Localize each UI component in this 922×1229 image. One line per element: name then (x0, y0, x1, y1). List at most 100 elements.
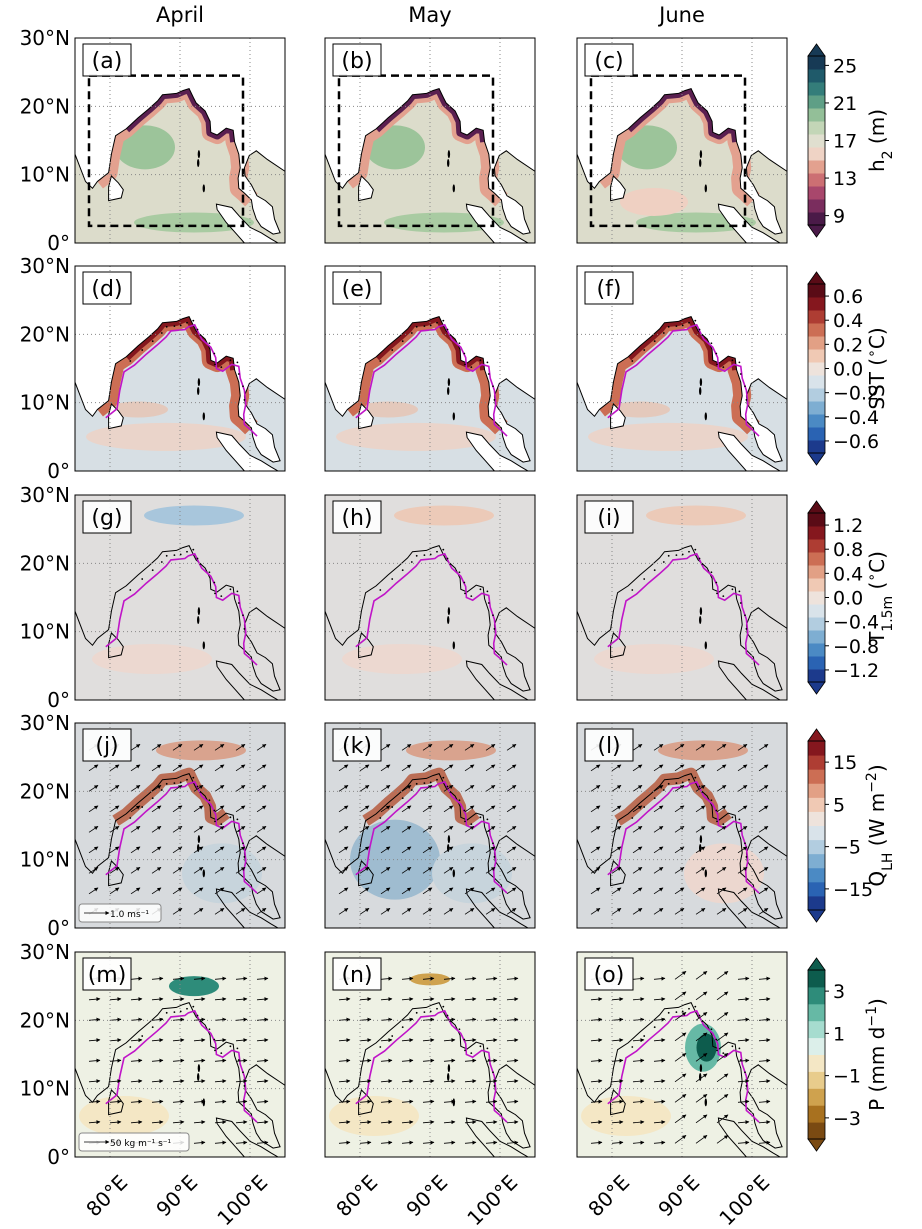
wind-vector (695, 867, 706, 874)
field-patch (86, 422, 246, 451)
stipple (214, 820, 216, 823)
island (197, 159, 200, 168)
wind-vector (130, 785, 141, 792)
stipple (213, 352, 216, 355)
wind-vector (716, 908, 727, 915)
wind-vector (464, 867, 475, 874)
wind-vector (443, 867, 454, 874)
lat-tick-label: 30°N (20, 711, 70, 735)
colorbar-label: QLH (W m−2) (864, 764, 896, 886)
stipple (208, 799, 211, 802)
wind-vector (653, 976, 666, 981)
wind-vector (464, 1079, 477, 1084)
wind-vector (214, 1099, 227, 1104)
wind-vector (632, 867, 643, 874)
wind-vector (464, 908, 475, 915)
island (202, 184, 205, 193)
wind-vector (235, 846, 246, 854)
wind-vector (758, 867, 769, 874)
stipple (208, 1028, 211, 1031)
colorbar-band (808, 513, 825, 527)
wind-vector (674, 991, 687, 1001)
wind-vector (695, 1094, 708, 1103)
colorbar-tick-label: 21 (833, 93, 857, 115)
wind-vector (422, 1140, 435, 1145)
panel-label-box (332, 957, 382, 991)
stipple (192, 1005, 195, 1008)
wind-vector (506, 887, 517, 895)
wind-vector (130, 764, 141, 772)
wind-vector (109, 997, 122, 1002)
stipple (237, 373, 240, 375)
wind-vector (130, 1099, 143, 1104)
wind-vector (380, 887, 391, 895)
colorbar-band (808, 147, 825, 161)
wind-vector (611, 1038, 624, 1043)
island (699, 159, 702, 168)
wind-vector (359, 826, 370, 833)
wind-vector (109, 1120, 122, 1125)
wind-vector (401, 1017, 414, 1022)
wind-vector (401, 1140, 414, 1145)
wind-vector (506, 1058, 519, 1063)
colorbar-label-part: P (mm d (865, 1027, 889, 1111)
colorbar-tick-label: 1.2 (833, 515, 863, 537)
stipple (716, 1049, 718, 1052)
wind-vector (151, 785, 162, 792)
panel-label-box (584, 500, 634, 534)
wind-vector (422, 1120, 435, 1125)
stipple (242, 842, 244, 845)
map-panel (577, 38, 787, 243)
wind-vector (88, 846, 99, 854)
wind-vector (485, 826, 496, 833)
wind-vector (632, 805, 643, 813)
colorbar-band (808, 895, 825, 911)
wind-vector (380, 1058, 393, 1063)
wind-vector (235, 1079, 248, 1084)
stipple (436, 778, 438, 781)
wind-vector (485, 1099, 498, 1104)
stipple (487, 373, 490, 375)
colorbar-label-part: −1 (864, 1006, 880, 1027)
stipple (722, 823, 725, 826)
wind-vector (359, 867, 370, 874)
colorbar-extend (807, 728, 826, 742)
panel-frame (324, 37, 536, 244)
stipple (196, 785, 199, 788)
wind-vector (338, 846, 349, 854)
wind-vector (758, 976, 771, 981)
map-panel (577, 723, 787, 928)
wind-vector (443, 1140, 456, 1145)
wind-vector (193, 976, 206, 981)
stipple (681, 781, 684, 784)
stipple (391, 578, 394, 580)
stipple (243, 856, 246, 858)
wind-vector (235, 805, 246, 813)
stipple (423, 325, 426, 328)
wind-vector (235, 826, 246, 833)
wind-vector (632, 785, 643, 792)
colorbar-band (808, 825, 825, 841)
colorbar-tick-label: 0.8 (833, 539, 863, 561)
wind-vector (653, 867, 664, 874)
wind-vector (632, 826, 643, 833)
wind-vector (737, 997, 750, 1002)
wind-vector (422, 976, 435, 981)
stipple (242, 385, 244, 388)
stipple (667, 554, 670, 557)
island (447, 387, 450, 396)
stipple (715, 352, 718, 355)
stipple (179, 1010, 182, 1013)
wind-vector (130, 1017, 143, 1022)
stipple (236, 361, 239, 364)
stipple (470, 823, 473, 826)
wind-vector (590, 997, 603, 1002)
island (699, 1064, 703, 1073)
wind-vector (130, 867, 141, 874)
stipple (429, 781, 432, 784)
colorbar-label-part: C) (865, 551, 889, 573)
significance-contour (607, 323, 760, 437)
island (465, 203, 529, 243)
wind-vector (674, 764, 685, 772)
column-title: May (408, 3, 451, 27)
